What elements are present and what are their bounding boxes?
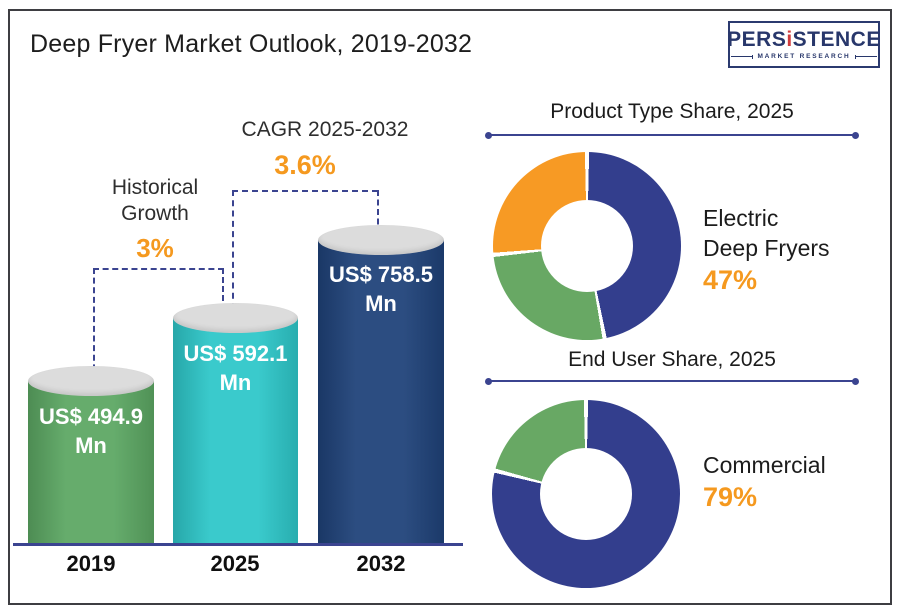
bar-2025-value-line1: US$ 592.1 bbox=[183, 341, 288, 366]
product-type-callout: Electric Deep Fryers 47% bbox=[703, 203, 888, 296]
cagr-value: 3.6% bbox=[274, 150, 336, 180]
end-user-callout-line1: Commercial bbox=[703, 452, 826, 478]
bar-2032-value-label: US$ 758.5 Mn bbox=[318, 260, 444, 318]
logo-rule-right bbox=[854, 54, 877, 59]
bracket-cagr-horizontal bbox=[232, 190, 378, 192]
bar-2032 bbox=[318, 240, 444, 543]
bar-2025 bbox=[173, 318, 298, 543]
x-tick-2019: 2019 bbox=[66, 551, 116, 576]
bracket-historical-right-drop bbox=[222, 268, 224, 310]
bracket-historical-horizontal bbox=[93, 268, 224, 270]
brand-logo-text-post: STENCE bbox=[792, 28, 881, 51]
donut-hole bbox=[541, 200, 633, 292]
bar-2019-top-ellipse bbox=[28, 366, 154, 396]
bar-2019-value-label: US$ 494.9 Mn bbox=[28, 402, 154, 460]
product-type-callout-line1: Electric bbox=[703, 205, 779, 231]
historical-growth-value: 3% bbox=[136, 233, 174, 263]
donut-hole bbox=[540, 448, 632, 540]
brand-logo-text-i: i bbox=[786, 28, 793, 51]
page-title: Deep Fryer Market Outlook, 2019-2032 bbox=[30, 30, 473, 58]
end-user-callout-label: Commercial bbox=[703, 450, 888, 480]
product-type-divider bbox=[485, 131, 859, 139]
historical-growth-label: Historical Growth bbox=[75, 175, 235, 228]
x-tick-2025: 2025 bbox=[210, 551, 260, 576]
bracket-cagr-right-drop bbox=[377, 190, 379, 234]
bar-2019 bbox=[28, 381, 154, 543]
divider-dot-left bbox=[485, 377, 492, 385]
divider-dot-right bbox=[852, 131, 859, 139]
product-type-donut-chart bbox=[493, 152, 681, 340]
bar-2032-value-line2: Mn bbox=[365, 291, 397, 316]
x-tick-2032: 2032 bbox=[356, 551, 406, 576]
cagr-label: CAGR 2025-2032 bbox=[225, 117, 425, 143]
bracket-historical-left-drop bbox=[93, 268, 95, 380]
bar-2019-value-line2: Mn bbox=[75, 433, 107, 458]
brand-logo-wordmark: PERSiSTENCE bbox=[727, 29, 881, 50]
bar-2019-value-line1: US$ 494.9 bbox=[39, 404, 143, 429]
cagr-label-line1: CAGR 2025-2032 bbox=[241, 118, 409, 141]
bar-2032-top-ellipse bbox=[318, 225, 444, 255]
brand-logo-text-pre: PERS bbox=[727, 28, 787, 51]
end-user-callout: Commercial 79% bbox=[703, 450, 888, 513]
end-user-donut-chart bbox=[492, 400, 680, 588]
divider-dot-left bbox=[485, 131, 492, 139]
bracket-cagr-left-drop bbox=[232, 190, 234, 309]
bar-2025-value-label: US$ 592.1 Mn bbox=[173, 339, 298, 397]
divider-dot-right bbox=[852, 377, 859, 385]
brand-logo-subtitle: MARKET RESEARCH bbox=[757, 53, 851, 60]
bar-2032-value-line1: US$ 758.5 bbox=[329, 262, 433, 287]
end-user-callout-value: 79% bbox=[703, 482, 758, 512]
bar-2025-value-line2: Mn bbox=[219, 370, 252, 395]
brand-logo-subtitle-row: MARKET RESEARCH bbox=[731, 53, 877, 60]
product-type-heading: Product Type Share, 2025 bbox=[550, 100, 794, 123]
product-type-callout-line2: Deep Fryers bbox=[703, 235, 830, 261]
brand-logo: PERSiSTENCE MARKET RESEARCH bbox=[727, 21, 881, 68]
end-user-heading: End User Share, 2025 bbox=[568, 348, 776, 371]
x-axis-baseline bbox=[13, 543, 463, 546]
end-user-divider bbox=[485, 377, 859, 385]
product-type-callout-label: Electric Deep Fryers bbox=[703, 203, 888, 263]
product-type-callout-value: 47% bbox=[703, 265, 758, 295]
historical-growth-line1: Historical bbox=[111, 176, 199, 199]
logo-rule-left bbox=[731, 54, 754, 59]
bar-2025-top-ellipse bbox=[173, 303, 298, 333]
historical-growth-line2: Growth bbox=[121, 202, 189, 226]
